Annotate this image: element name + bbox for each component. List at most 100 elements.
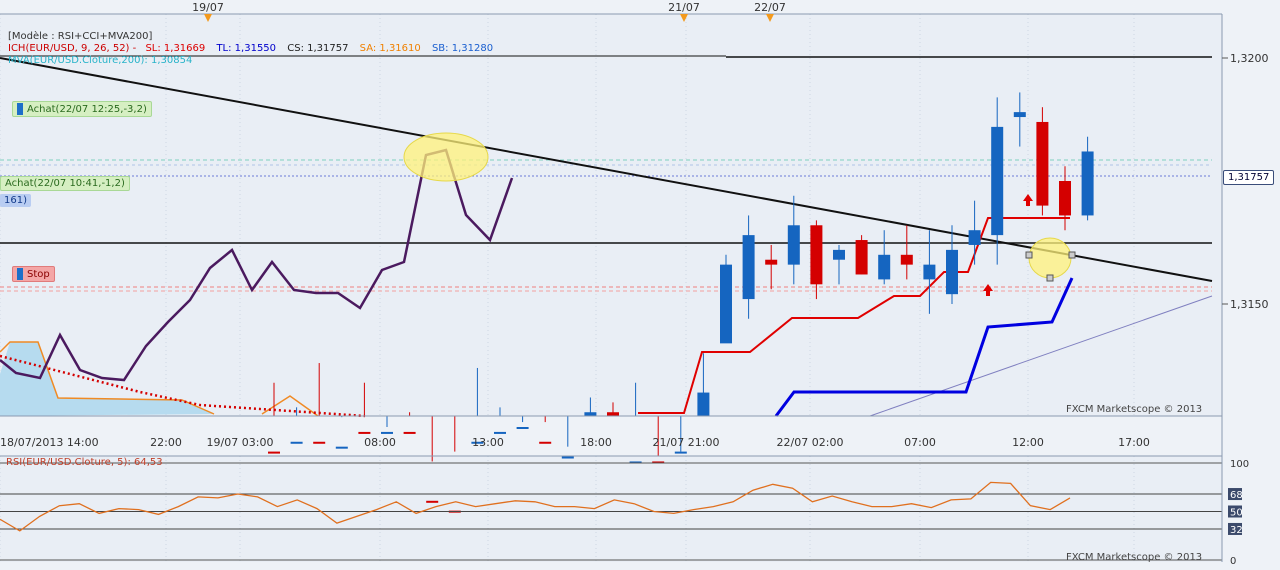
ichimoku-cloud — [0, 341, 366, 418]
stop-order[interactable]: Stop — [12, 266, 55, 282]
candle-body — [720, 264, 732, 344]
candle-body — [335, 446, 348, 449]
kijun-sen-line — [774, 277, 1074, 417]
candle-body — [855, 240, 868, 275]
rsi-tick-label: 32 — [1230, 525, 1243, 536]
watermark-main: FXCM Marketscope © 2013 — [1066, 404, 1203, 415]
candle-body — [290, 441, 303, 444]
ascending-trendline — [869, 295, 1213, 417]
candle-body — [403, 431, 416, 434]
price-plot-area[interactable] — [0, 14, 1222, 416]
candle-body — [787, 225, 800, 265]
order-partial-label[interactable]: 161) — [0, 194, 31, 207]
x-tick-label: 18:00 — [580, 436, 612, 449]
candle-body — [697, 392, 710, 416]
x-tick-label: 19/07 03:00 — [207, 436, 274, 449]
cloud-fill — [0, 342, 214, 416]
candle-body — [652, 461, 665, 464]
rsi-level-badge — [1228, 554, 1242, 566]
x-tick-label: 12:00 — [1012, 436, 1044, 449]
highlight-ellipse-2 — [1028, 237, 1072, 279]
selection-handle — [1025, 251, 1033, 259]
senkou-a-line — [0, 341, 215, 415]
candle-body — [991, 126, 1004, 236]
sb-value: SB: 1,31280 — [431, 43, 494, 54]
y-tick-label: 1,3200 — [1230, 52, 1269, 65]
ichimoku-name: ICH(EUR/USD, 9, 26, 52) - — [8, 43, 137, 54]
candle-body — [833, 249, 845, 260]
rsi-level-badge — [1228, 457, 1242, 469]
rsi-level-badge — [1228, 505, 1242, 518]
date-marker-arrow — [680, 14, 688, 22]
rsi-level-badge — [1228, 522, 1242, 535]
x-tick-label: 18/07/2013 14:00 — [0, 436, 99, 449]
selection-handle — [1046, 274, 1054, 282]
candle-body — [471, 441, 484, 444]
mva-legend: MVA(EUR/USD.Cloture,200): 1,30854 — [8, 55, 193, 66]
stop-order-label: Stop — [27, 269, 50, 280]
date-marker-arrow — [204, 14, 212, 22]
indicator-lines — [0, 55, 1213, 417]
sa-value: SA: 1,31610 — [359, 43, 421, 54]
grid — [0, 14, 1135, 562]
tl-value: TL: 1,31550 — [216, 43, 277, 54]
date-marker-arrow — [766, 14, 774, 22]
candle-body — [561, 456, 574, 459]
red-dotted-trend — [0, 354, 366, 418]
ichimoku-legend: ICH(EUR/USD, 9, 26, 52) - SL: 1,31669 TL… — [8, 43, 493, 54]
candle-body — [742, 235, 755, 300]
candle-body — [923, 264, 936, 280]
rsi-title: RSI(EUR/USD.Cloture, 5): 64,53 — [6, 457, 163, 468]
rsi-tick-label: 0 — [1230, 556, 1236, 566]
descending-trendline — [0, 57, 1213, 282]
x-tick-label: 13:00 — [472, 436, 504, 449]
candle-body — [494, 431, 506, 434]
tenkan-sen-line — [638, 217, 1070, 414]
candle-body — [584, 412, 597, 416]
axes: 18/07/2013 14:00 22:00 19/07 03:00 08:00 13:… — [0, 1, 1269, 449]
rsi-level-badge — [1228, 488, 1242, 501]
buy-order-1-label: Achat(22/07 12:25,-3,2) — [27, 104, 147, 115]
model-label: [Modèle : RSI+CCI+MVA200] — [8, 31, 153, 42]
rsi-tick-label: 68 — [1230, 490, 1243, 501]
candle-body — [878, 254, 891, 280]
buy-order-1[interactable]: Achat(22/07 12:25,-3,2) — [12, 101, 152, 117]
order-marker-icon — [17, 103, 23, 115]
highlight-ellipse-1 — [403, 132, 489, 182]
current-price-label: 1,31757 — [1223, 170, 1275, 185]
candle-body — [1081, 151, 1094, 216]
x-tick-label: 07:00 — [904, 436, 936, 449]
buy-order-2[interactable]: Achat(22/07 10:41,-1,2) — [0, 176, 130, 191]
x-tick-label: 17:00 — [1118, 436, 1150, 449]
candle-body — [629, 461, 642, 464]
x-tick-label: 08:00 — [364, 436, 396, 449]
x-tick-label: 21/07 21:00 — [653, 436, 720, 449]
candle-body — [900, 254, 913, 265]
date-marker-label: 21/07 — [668, 1, 700, 14]
candle-body — [968, 230, 981, 245]
candle-body — [516, 427, 529, 429]
candle-body — [1013, 112, 1026, 118]
candle-body — [1059, 181, 1071, 216]
candle-body — [765, 259, 778, 265]
buy-arrow-icon — [983, 284, 993, 296]
watermark-rsi: FXCM Marketscope © 2013 — [1066, 552, 1203, 563]
rsi-plot-area[interactable] — [0, 456, 1222, 562]
candle-body — [426, 500, 439, 503]
candle-body — [810, 225, 823, 285]
candles[interactable] — [268, 92, 1094, 513]
candle-body — [313, 441, 326, 444]
x-tick-label: 22:00 — [150, 436, 182, 449]
candle-body — [539, 441, 552, 444]
candle-body — [946, 249, 958, 295]
candle-body — [607, 412, 619, 416]
candle-body — [674, 451, 687, 454]
candle-body — [358, 431, 371, 434]
sl-value: SL: 1,31669 — [145, 43, 206, 54]
candle-body — [268, 451, 280, 454]
senkou-a-line-2 — [261, 395, 319, 417]
y-tick-label: 1,3150 — [1230, 298, 1269, 311]
rsi-tick-label: 100 — [1230, 459, 1249, 470]
